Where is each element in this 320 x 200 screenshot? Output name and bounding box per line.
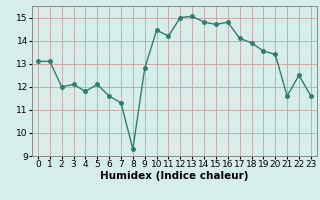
X-axis label: Humidex (Indice chaleur): Humidex (Indice chaleur)	[100, 171, 249, 181]
